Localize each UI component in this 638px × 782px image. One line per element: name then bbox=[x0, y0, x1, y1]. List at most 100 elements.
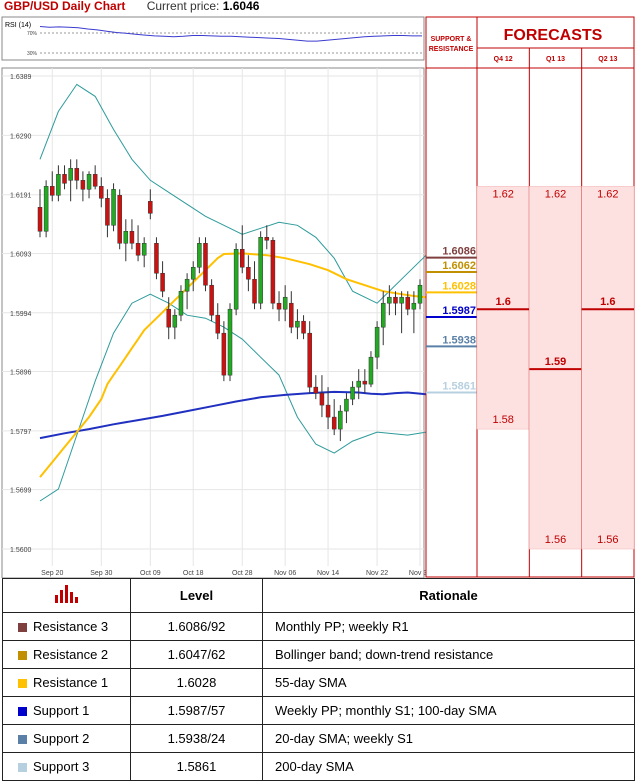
forecast-high-label: 1.62 bbox=[492, 188, 513, 200]
candle-body bbox=[80, 180, 86, 190]
candle-body bbox=[123, 231, 129, 244]
candle-body bbox=[129, 231, 135, 244]
level-label-s2: 1.5938 bbox=[442, 334, 476, 346]
candle-body bbox=[68, 168, 73, 181]
level-name: Resistance 3 bbox=[33, 619, 109, 634]
candle-body bbox=[295, 320, 300, 328]
table-row: Support 3 1.5861 200-day SMA bbox=[2, 752, 635, 781]
candle-body bbox=[148, 201, 153, 214]
candle-body bbox=[105, 198, 110, 226]
table-row: Support 1 1.5987/57 Weekly PP; monthly S1;… bbox=[2, 696, 635, 725]
level-value: 1.5938/24 bbox=[130, 724, 263, 753]
forecast-high-label: 1.62 bbox=[597, 188, 618, 200]
level-name: Resistance 2 bbox=[33, 647, 109, 662]
candle-body bbox=[399, 296, 404, 304]
chart-title: GBP/USD Daily Chart bbox=[4, 0, 126, 13]
candle-body bbox=[350, 386, 355, 400]
candle-body bbox=[141, 243, 147, 256]
level-swatch bbox=[18, 651, 27, 661]
bar-chart-icon bbox=[55, 585, 78, 603]
y-tick-label: 1.5797 bbox=[10, 429, 32, 436]
candle-body bbox=[246, 266, 251, 280]
level-name: Support 3 bbox=[33, 759, 90, 774]
level-swatch bbox=[18, 735, 27, 745]
rsi-line bbox=[39, 26, 422, 42]
level-label-r3: 1.6086 bbox=[442, 246, 476, 258]
x-tick-label: Oct 28 bbox=[232, 570, 253, 577]
level-label-r2: 1.6062 bbox=[442, 260, 476, 272]
forecast-point-label: 1.6 bbox=[600, 296, 615, 308]
candle-body bbox=[331, 416, 337, 430]
table-row: Resistance 2 1.6047/62 Bollinger band; dow… bbox=[2, 640, 635, 669]
rationale-header: Rationale bbox=[262, 578, 635, 613]
table-row: Resistance 1 1.6028 55-day SMA bbox=[2, 668, 635, 697]
y-tick-label: 1.6389 bbox=[10, 74, 32, 81]
y-tick-label: 1.5699 bbox=[10, 488, 32, 495]
candle-body bbox=[190, 266, 196, 280]
chart-area: RSI (14) 70% 30% 1.6389 1.6290 1.6191 1.609… bbox=[1, 16, 635, 578]
table-row: Resistance 3 1.6086/92 Monthly PP; weekly … bbox=[2, 612, 635, 641]
table-row: Support 2 1.5938/24 20-day SMA; weekly S1 bbox=[2, 724, 635, 753]
level-name-cell: Support 3 bbox=[2, 752, 131, 781]
candle-body bbox=[344, 398, 349, 412]
level-rationale: 55-day SMA bbox=[262, 668, 635, 697]
candle-body bbox=[240, 249, 245, 268]
forecast-range-box bbox=[529, 186, 582, 550]
chart-header: GBP/USD Daily Chart Current price: 1.604… bbox=[4, 0, 259, 13]
candle-body bbox=[264, 237, 270, 241]
candle-body bbox=[374, 326, 380, 358]
level-rationale: 200-day SMA bbox=[262, 752, 635, 781]
forecast-point-label: 1.59 bbox=[545, 356, 566, 368]
candle-body bbox=[301, 320, 306, 334]
candle-body bbox=[197, 243, 202, 268]
candle-body bbox=[276, 302, 282, 310]
x-tick-label: Nov 30 bbox=[409, 570, 431, 577]
candle-body bbox=[117, 195, 122, 244]
forecast-column-label: Q4 12 bbox=[494, 56, 513, 63]
x-tick-label: Oct 09 bbox=[140, 570, 161, 577]
candle-body bbox=[166, 308, 171, 328]
candle-body bbox=[37, 207, 43, 232]
level-label-s3: 1.5861 bbox=[442, 381, 476, 393]
candle-body bbox=[405, 296, 410, 310]
level-label-s1: 1.5987 bbox=[442, 305, 476, 317]
candle-body bbox=[160, 272, 165, 292]
candle-body bbox=[203, 243, 208, 286]
forecast-point-label: 1.6 bbox=[496, 296, 511, 308]
forecast-range-box bbox=[581, 186, 635, 550]
candle-body bbox=[289, 302, 294, 328]
candle-body bbox=[368, 356, 374, 385]
candle-body bbox=[184, 278, 190, 292]
candle-body bbox=[319, 392, 325, 406]
candle-body bbox=[307, 332, 312, 388]
level-value: 1.6028 bbox=[130, 668, 263, 697]
level-rationale: Weekly PP; monthly S1; 100-day SMA bbox=[262, 696, 635, 725]
level-value: 1.6047/62 bbox=[130, 640, 263, 669]
y-tick-label: 1.5994 bbox=[10, 311, 32, 318]
forecast-column-label: Q1 13 bbox=[546, 56, 565, 63]
level-rationale: Bollinger band; down-trend resistance bbox=[262, 640, 635, 669]
candle-body bbox=[43, 186, 49, 232]
candle-body bbox=[56, 174, 61, 196]
candle-body bbox=[393, 296, 398, 304]
forecast-range-box bbox=[476, 186, 530, 430]
candle-body bbox=[172, 314, 178, 328]
candle-body bbox=[411, 302, 417, 310]
candle-body bbox=[380, 302, 386, 328]
support-resistance-column bbox=[425, 16, 478, 578]
table-header-row: Level Rationale bbox=[2, 578, 635, 613]
level-rationale: 20-day SMA; weekly S1 bbox=[262, 724, 635, 753]
levels-table: Level Rationale Resistance 3 1.6086/92 Mon… bbox=[2, 578, 635, 781]
rsi-30-label: 30% bbox=[27, 51, 38, 57]
candle-body bbox=[252, 278, 257, 304]
candle-body bbox=[62, 174, 67, 184]
x-tick-label: Nov 06 bbox=[274, 570, 296, 577]
level-name-cell: Support 1 bbox=[2, 696, 131, 725]
level-header: Level bbox=[130, 578, 263, 613]
x-tick-label: Nov 14 bbox=[317, 570, 339, 577]
candle-body bbox=[74, 168, 80, 181]
forecast-low-label: 1.56 bbox=[545, 534, 566, 546]
level-label-r1: 1.6028 bbox=[442, 280, 476, 292]
candle-body bbox=[313, 386, 319, 394]
level-name: Resistance 1 bbox=[33, 675, 109, 690]
